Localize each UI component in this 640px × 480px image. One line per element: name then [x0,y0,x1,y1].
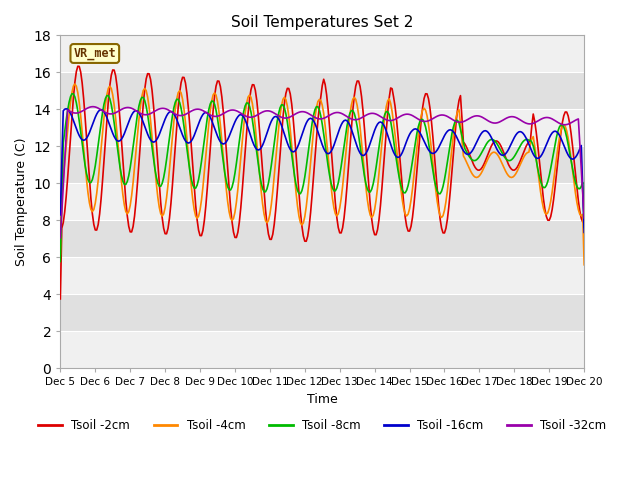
X-axis label: Time: Time [307,393,338,406]
Tsoil -4cm [518,159,525,165]
Line: Tsoil -8cm: Tsoil -8cm [60,94,584,262]
Tsoil -8cm [56,259,64,264]
Line: Tsoil -2cm: Tsoil -2cm [60,66,584,299]
Tsoil -32cm [356,116,364,121]
Tsoil -32cm [156,106,163,112]
Tsoil -16cm [62,106,70,112]
Tsoil -16cm [385,137,393,143]
Tsoil -4cm [385,96,393,102]
Tsoil -4cm [156,204,163,210]
Tsoil -8cm [580,224,588,230]
Bar [60,257,584,294]
Tsoil -4cm [356,124,364,130]
Tsoil -32cm [385,118,393,123]
Tsoil -2cm [156,182,163,188]
Text: VR_met: VR_met [74,47,116,60]
Line: Tsoil -16cm: Tsoil -16cm [60,109,584,232]
Tsoil -2cm [56,296,64,302]
Tsoil -32cm [56,235,64,240]
Tsoil -32cm [580,215,588,221]
Bar [60,109,584,146]
Tsoil -8cm [356,143,364,149]
Tsoil -16cm [374,121,381,127]
Tsoil -4cm [580,262,588,268]
Tsoil -8cm [374,154,381,160]
Tsoil -16cm [72,126,80,132]
Tsoil -2cm [74,63,82,69]
Tsoil -2cm [71,79,79,85]
Tsoil -8cm [518,141,525,146]
Tsoil -4cm [72,84,80,89]
Tsoil -16cm [356,150,364,156]
Tsoil -16cm [518,129,525,135]
Legend: Tsoil -2cm, Tsoil -4cm, Tsoil -8cm, Tsoil -16cm, Tsoil -32cm: Tsoil -2cm, Tsoil -4cm, Tsoil -8cm, Tsoi… [33,414,611,437]
Tsoil -4cm [71,81,79,87]
Tsoil -8cm [385,112,393,118]
Tsoil -32cm [518,118,525,124]
Bar [60,331,584,368]
Bar [60,183,584,220]
Tsoil -2cm [356,84,364,89]
Tsoil -4cm [56,252,64,257]
Y-axis label: Soil Temperature (C): Soil Temperature (C) [15,138,28,266]
Tsoil -16cm [156,132,163,137]
Tsoil -16cm [56,212,64,218]
Tsoil -8cm [68,91,76,96]
Tsoil -2cm [374,227,381,232]
Tsoil -8cm [72,100,80,106]
Tsoil -2cm [385,95,393,101]
Tsoil -2cm [518,155,525,160]
Line: Tsoil -4cm: Tsoil -4cm [60,84,584,265]
Tsoil -4cm [374,185,381,191]
Tsoil -8cm [156,183,163,189]
Title: Soil Temperatures Set 2: Soil Temperatures Set 2 [231,15,413,30]
Line: Tsoil -32cm: Tsoil -32cm [60,107,584,238]
Tsoil -16cm [580,229,588,235]
Tsoil -2cm [580,219,588,225]
Bar [60,36,584,72]
Tsoil -32cm [88,104,96,109]
Tsoil -32cm [71,110,79,116]
Tsoil -32cm [374,112,381,118]
